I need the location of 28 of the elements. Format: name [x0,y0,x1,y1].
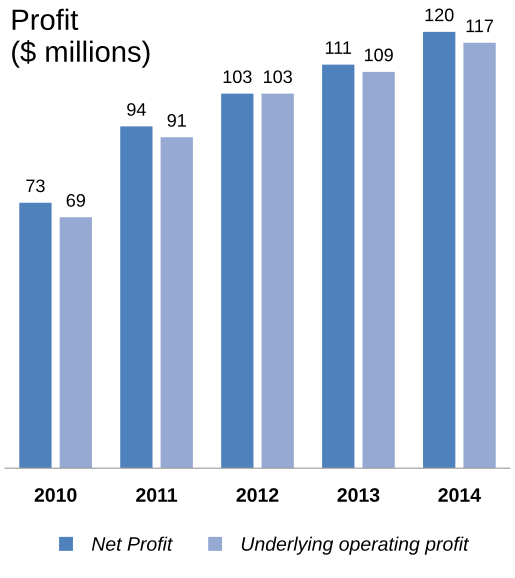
data-label: 120 [426,8,454,22]
data-label: 117 [466,20,494,32]
x-tick-label: 2014 [438,488,481,502]
data-label: 111 [326,41,352,54]
data-label: 69 [66,194,85,207]
bar [463,42,496,468]
bar [160,137,193,468]
data-label: 91 [168,114,186,127]
x-tick-label: 2010 [34,488,76,502]
bar [322,64,354,468]
data-label: 103 [224,70,252,84]
legend-label: Underlying operating profit [242,536,470,555]
bar [221,94,254,468]
bar [262,94,294,468]
bar [362,72,395,468]
bar [120,126,153,468]
bar [19,202,52,468]
data-label: 109 [364,48,393,62]
data-label: 73 [26,179,45,192]
data-label: 103 [264,70,292,84]
bar [423,32,456,468]
chart-title: Profit ($ millions) [12,8,150,68]
bar [60,217,92,468]
x-tick-label: 2012 [236,488,278,502]
legend-label: Net Profit [92,536,174,551]
x-tick-label: 2013 [337,488,380,502]
data-label: 94 [127,103,146,116]
x-tick-label: 2011 [136,488,178,502]
